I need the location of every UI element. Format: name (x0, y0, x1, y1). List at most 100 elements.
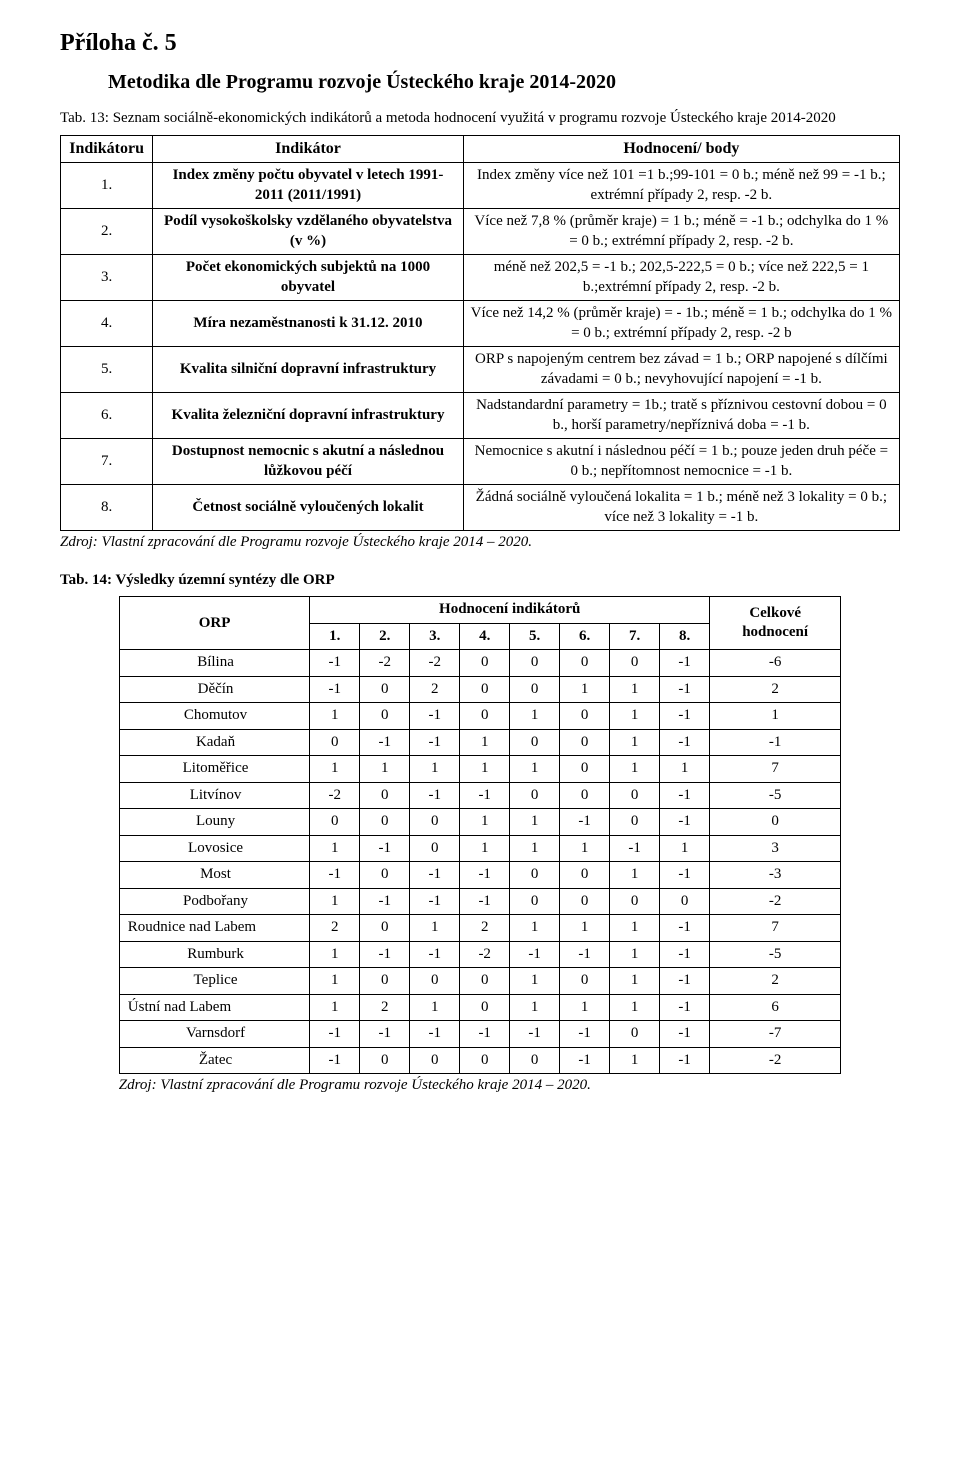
cell-value: -1 (360, 941, 410, 968)
results-table: ORP Hodnocení indikátorů Celkové hodnoce… (119, 596, 841, 1074)
cell-value: 0 (660, 888, 710, 915)
cell-value: 0 (560, 756, 610, 783)
cell-indicator: Počet ekonomických subjektů na 1000 obyv… (153, 255, 463, 301)
cell-number: 7. (61, 439, 153, 485)
cell-value: -1 (410, 703, 460, 730)
source-text-1: Zdroj: Vlastní zpracování dle Programu r… (60, 533, 900, 553)
cell-value: -1 (660, 1021, 710, 1048)
cell-value: -1 (360, 835, 410, 862)
th-col-7: 7. (610, 623, 660, 650)
cell-value: 0 (360, 782, 410, 809)
cell-orp-name: Most (119, 862, 309, 889)
cell-value: 0 (410, 809, 460, 836)
th-total: Celkové hodnocení (710, 597, 841, 650)
table-row: Roudnice nad Labem2012111-17 (119, 915, 840, 942)
table-row: 8.Četnost sociálně vyloučených lokalitŽá… (61, 485, 900, 531)
cell-value: 1 (510, 703, 560, 730)
cell-orp-name: Chomutov (119, 703, 309, 730)
cell-value: 1 (510, 809, 560, 836)
cell-value: -1 (660, 1047, 710, 1074)
cell-value: 1 (610, 676, 660, 703)
cell-orp-name: Litoměřice (119, 756, 309, 783)
cell-value: 0 (460, 968, 510, 995)
cell-number: 6. (61, 393, 153, 439)
th-col-8: 8. (660, 623, 710, 650)
cell-value: 1 (610, 862, 660, 889)
table-row: Litvínov-20-1-1000-1-5 (119, 782, 840, 809)
cell-value: -1 (460, 782, 510, 809)
cell-value: 1 (310, 703, 360, 730)
cell-value: 0 (360, 809, 410, 836)
cell-value: 1 (610, 729, 660, 756)
cell-scoring: ORP s napojeným centrem bez závad = 1 b.… (463, 347, 899, 393)
cell-orp-name: Roudnice nad Labem (119, 915, 309, 942)
cell-value: 1 (510, 756, 560, 783)
cell-value: -1 (360, 729, 410, 756)
cell-indicator: Kvalita železniční dopravní infrastruktu… (153, 393, 463, 439)
cell-value: 1 (510, 835, 560, 862)
cell-value: -1 (410, 888, 460, 915)
cell-value: 0 (310, 809, 360, 836)
cell-value: -1 (310, 676, 360, 703)
th-indicator: Indikátor (153, 135, 463, 163)
cell-value: 1 (310, 994, 360, 1021)
cell-value: 1 (510, 915, 560, 942)
cell-total: -1 (710, 729, 841, 756)
cell-value: 1 (610, 703, 660, 730)
cell-value: -1 (410, 729, 460, 756)
table-row: 7.Dostupnost nemocnic s akutní a následn… (61, 439, 900, 485)
cell-value: 1 (560, 915, 610, 942)
cell-value: 0 (510, 1047, 560, 1074)
cell-value: 1 (660, 756, 710, 783)
cell-orp-name: Děčín (119, 676, 309, 703)
cell-value: -1 (360, 1021, 410, 1048)
cell-value: 0 (510, 729, 560, 756)
cell-scoring: Více než 14,2 % (průměr kraje) = - 1b.; … (463, 301, 899, 347)
cell-orp-name: Rumburk (119, 941, 309, 968)
th-col-2: 2. (360, 623, 410, 650)
cell-total: -3 (710, 862, 841, 889)
cell-number: 1. (61, 163, 153, 209)
table-row: Ústní nad Labem1210111-16 (119, 994, 840, 1021)
cell-total: -2 (710, 888, 841, 915)
cell-value: -1 (660, 862, 710, 889)
cell-orp-name: Litvínov (119, 782, 309, 809)
cell-value: 0 (610, 650, 660, 677)
cell-value: 0 (510, 650, 560, 677)
th-col-3: 3. (410, 623, 460, 650)
cell-orp-name: Kadaň (119, 729, 309, 756)
cell-value: 1 (310, 756, 360, 783)
cell-value: 0 (410, 835, 460, 862)
cell-total: 7 (710, 915, 841, 942)
cell-value: 2 (360, 994, 410, 1021)
cell-orp-name: Bílina (119, 650, 309, 677)
cell-value: -1 (460, 862, 510, 889)
cell-value: 1 (310, 941, 360, 968)
cell-value: 1 (660, 835, 710, 862)
cell-value: 0 (460, 650, 510, 677)
cell-value: 1 (460, 729, 510, 756)
cell-value: -1 (660, 915, 710, 942)
source-text-2: Zdroj: Vlastní zpracování dle Programu r… (119, 1076, 900, 1096)
cell-total: -2 (710, 1047, 841, 1074)
cell-value: -1 (660, 994, 710, 1021)
cell-value: -1 (660, 968, 710, 995)
cell-total: 2 (710, 676, 841, 703)
table-row: Kadaň0-1-11001-1-1 (119, 729, 840, 756)
cell-value: 1 (410, 915, 460, 942)
cell-value: -1 (410, 941, 460, 968)
cell-value: -1 (610, 835, 660, 862)
table-row: Chomutov10-10101-11 (119, 703, 840, 730)
cell-value: 0 (360, 676, 410, 703)
cell-orp-name: Varnsdorf (119, 1021, 309, 1048)
cell-value: 1 (410, 994, 460, 1021)
cell-value: 0 (510, 862, 560, 889)
cell-value: 1 (610, 756, 660, 783)
cell-value: 1 (460, 835, 510, 862)
cell-value: 0 (460, 676, 510, 703)
th-col-4: 4. (460, 623, 510, 650)
cell-value: 0 (460, 703, 510, 730)
cell-value: -1 (660, 729, 710, 756)
cell-value: 1 (410, 756, 460, 783)
table-row: Varnsdorf-1-1-1-1-1-10-1-7 (119, 1021, 840, 1048)
